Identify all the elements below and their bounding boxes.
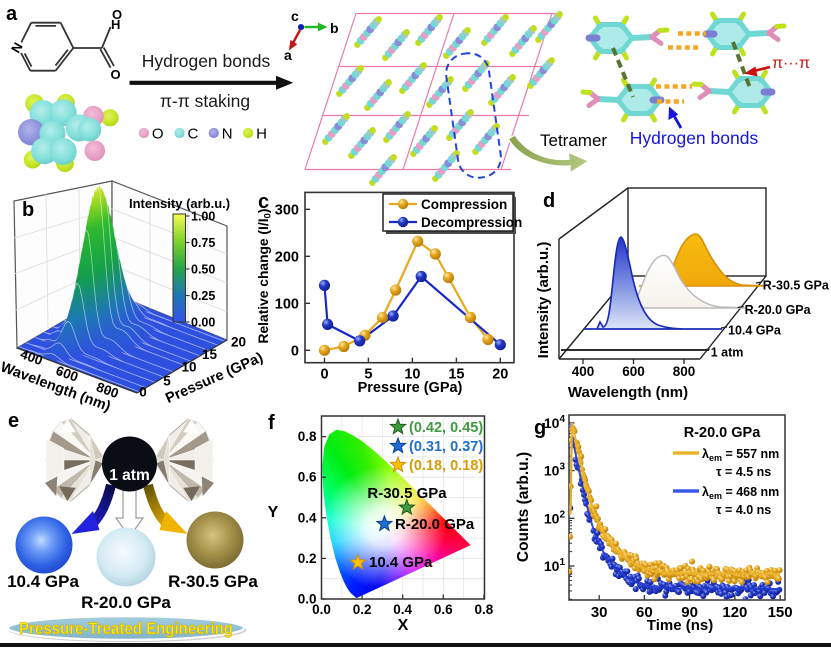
svg-text:Hydrogen bonds: Hydrogen bonds <box>630 128 759 148</box>
svg-text:O: O <box>152 125 164 142</box>
svg-text:200: 200 <box>275 249 299 265</box>
svg-text:103: 103 <box>544 462 566 479</box>
svg-text:600: 600 <box>622 364 645 379</box>
svg-text:(0.31, 0.37): (0.31, 0.37) <box>409 439 483 455</box>
svg-text:τ = 4.5 ns: τ = 4.5 ns <box>716 465 771 479</box>
svg-text:Hydrogen bonds: Hydrogen bonds <box>142 51 271 71</box>
svg-text:R-30.5 GPa: R-30.5 GPa <box>168 572 258 591</box>
svg-text:π-π staking: π-π staking <box>160 91 250 111</box>
svg-text:R-20.0 GPa: R-20.0 GPa <box>684 425 761 441</box>
svg-text:π···π: π···π <box>772 55 810 72</box>
svg-text:100: 100 <box>275 296 299 312</box>
svg-text:120: 120 <box>722 604 747 621</box>
svg-text:101: 101 <box>544 557 566 574</box>
svg-text:(0.18, 0.18): (0.18, 0.18) <box>409 458 483 474</box>
svg-text:0.00: 0.00 <box>191 316 215 330</box>
svg-text:0.4: 0.4 <box>298 510 317 525</box>
svg-text:0.8: 0.8 <box>298 429 317 444</box>
svg-text:600: 600 <box>54 363 80 385</box>
svg-text:H: H <box>111 17 120 32</box>
svg-text:0.6: 0.6 <box>434 602 453 617</box>
svg-text:Tetramer: Tetramer <box>540 131 607 150</box>
svg-text:1 atm: 1 atm <box>711 346 744 360</box>
svg-text:0.50: 0.50 <box>191 263 215 277</box>
svg-text:60: 60 <box>636 604 653 621</box>
svg-text:102: 102 <box>544 509 566 526</box>
svg-text:f: f <box>268 412 275 434</box>
svg-text:Time (ns): Time (ns) <box>647 617 713 634</box>
svg-text:C: C <box>188 125 199 142</box>
svg-text:N: N <box>222 125 233 142</box>
svg-text:10.4 GPa: 10.4 GPa <box>728 324 782 338</box>
svg-text:400: 400 <box>18 346 44 368</box>
svg-text:Pressure-Treated Engineering: Pressure-Treated Engineering <box>19 620 233 638</box>
svg-text:10.4 GPa: 10.4 GPa <box>369 554 433 571</box>
svg-text:0.0: 0.0 <box>312 602 331 617</box>
svg-text:Counts (arb.u.): Counts (arb.u.) <box>515 452 532 562</box>
svg-text:0.6: 0.6 <box>298 470 317 485</box>
svg-text:Intensity (arb.u.): Intensity (arb.u.) <box>129 196 230 211</box>
svg-text:90: 90 <box>681 604 698 621</box>
svg-text:O: O <box>112 7 122 22</box>
svg-text:10: 10 <box>404 367 420 383</box>
svg-text:λem = 557 nm: λem = 557 nm <box>702 447 779 463</box>
svg-text:0.25: 0.25 <box>191 289 215 303</box>
svg-text:1 atm: 1 atm <box>109 467 150 484</box>
svg-text:Compression: Compression <box>421 197 507 212</box>
svg-text:τ = 4.0 ns: τ = 4.0 ns <box>716 503 771 517</box>
svg-text:5: 5 <box>163 373 171 388</box>
svg-text:Wavelength (nm): Wavelength (nm) <box>568 384 688 401</box>
svg-text:400: 400 <box>572 364 595 379</box>
svg-text:X: X <box>398 617 409 634</box>
svg-text:5: 5 <box>364 367 372 383</box>
svg-text:b: b <box>330 20 339 36</box>
svg-text:c: c <box>291 8 299 24</box>
svg-text:150: 150 <box>768 604 793 621</box>
svg-text:0.4: 0.4 <box>393 602 412 617</box>
svg-text:0.0: 0.0 <box>298 592 317 607</box>
svg-text:0: 0 <box>139 384 147 399</box>
svg-text:Pressure (GPa): Pressure (GPa) <box>358 380 463 396</box>
svg-text:Decompression: Decompression <box>421 215 522 230</box>
svg-text:Relative change (I/I0): Relative change (I/I0) <box>256 209 274 344</box>
svg-text:e: e <box>8 410 19 432</box>
svg-text:300: 300 <box>275 202 299 218</box>
svg-text:0.2: 0.2 <box>353 602 372 617</box>
svg-text:30: 30 <box>591 604 608 621</box>
svg-text:0.2: 0.2 <box>298 551 317 566</box>
svg-text:20: 20 <box>231 335 246 350</box>
svg-text:0.8: 0.8 <box>475 602 494 617</box>
svg-text:a: a <box>284 47 292 63</box>
svg-text:b: b <box>22 199 34 221</box>
svg-text:20: 20 <box>492 367 508 383</box>
svg-text:λem = 468 nm: λem = 468 nm <box>702 485 779 501</box>
svg-text:O: O <box>111 67 121 82</box>
svg-text:(0.42, 0.45): (0.42, 0.45) <box>409 420 483 436</box>
svg-text:d: d <box>543 190 555 212</box>
svg-text:104: 104 <box>544 414 566 431</box>
svg-text:H: H <box>256 125 267 142</box>
svg-text:0.75: 0.75 <box>191 236 215 250</box>
svg-text:800: 800 <box>673 364 696 379</box>
svg-text:R-30.5 GPa: R-30.5 GPa <box>367 485 447 502</box>
svg-text:R-20.0 GPa: R-20.0 GPa <box>81 593 171 612</box>
svg-text:a: a <box>6 3 18 25</box>
svg-text:0: 0 <box>291 343 299 359</box>
svg-text:800: 800 <box>94 379 120 401</box>
svg-text:15: 15 <box>202 347 218 362</box>
svg-text:15: 15 <box>448 367 464 383</box>
svg-text:Intensity (arb.u.): Intensity (arb.u.) <box>535 242 552 359</box>
svg-text:c: c <box>258 191 269 213</box>
svg-text:g: g <box>534 417 546 439</box>
svg-text:10.4 GPa: 10.4 GPa <box>7 572 79 591</box>
svg-text:1.00: 1.00 <box>191 210 215 224</box>
svg-text:Y: Y <box>268 504 279 521</box>
svg-text:R-30.5 GPa: R-30.5 GPa <box>763 279 830 293</box>
svg-text:R-20.0 GPa: R-20.0 GPa <box>395 516 475 533</box>
svg-text:10: 10 <box>181 360 196 375</box>
svg-text:0: 0 <box>320 367 328 383</box>
svg-text:R-20.0 GPa: R-20.0 GPa <box>745 303 812 317</box>
